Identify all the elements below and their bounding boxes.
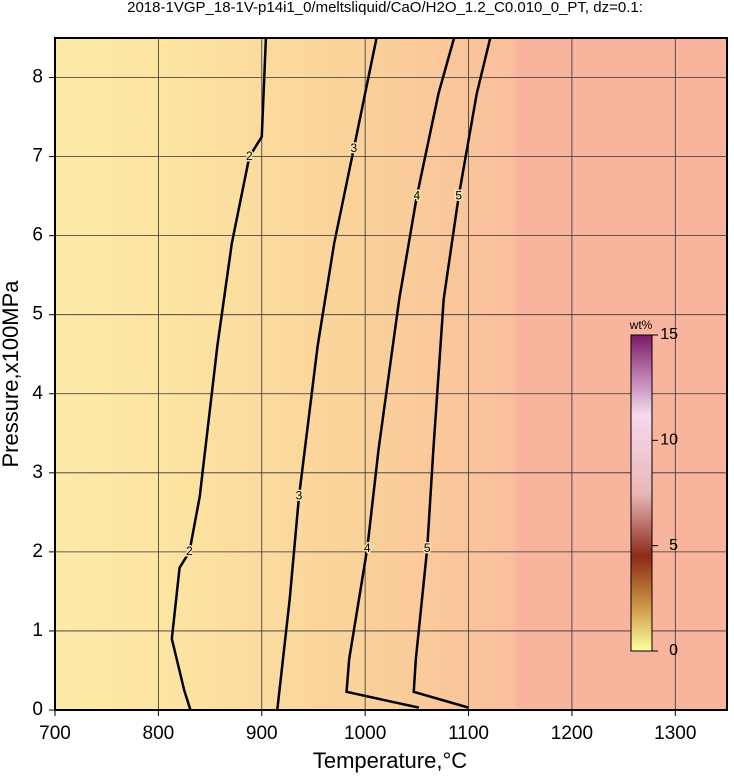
x-tick-label: 1300	[654, 723, 696, 744]
x-tick-label: 1200	[551, 723, 593, 744]
y-tick-label: 1	[32, 620, 43, 641]
contour-label: 3	[350, 141, 357, 155]
plot-layer: 2 2 3 3 4 4 5 5	[54, 37, 727, 711]
x-tick-label: 800	[143, 723, 175, 744]
y-tick-label: 2	[32, 541, 43, 562]
colorbar-tick-label: 0	[669, 642, 678, 659]
colorbar-tick-label: 10	[660, 432, 678, 449]
x-tick-label: 1100	[448, 723, 489, 744]
y-tick-label: 7	[32, 146, 43, 167]
x-tick-label: 1000	[344, 723, 386, 744]
colorbar-label: wt%	[629, 318, 653, 332]
contour-line	[276, 37, 378, 711]
colorbar-tick-label: 5	[669, 537, 678, 554]
contour-label: 5	[424, 541, 431, 555]
plot-background	[55, 38, 727, 710]
contour-label: 5	[455, 188, 462, 202]
plot-frame	[54, 37, 728, 711]
contour-label: 2	[246, 149, 253, 163]
y-tick-label: 6	[32, 225, 43, 246]
contour-line	[412, 37, 492, 709]
x-tick-label: 900	[246, 723, 278, 744]
y-axis-label: Pressure,x100MPa	[0, 280, 23, 468]
colorbar	[630, 334, 653, 652]
contour-label: 4	[414, 188, 421, 202]
contour-line	[170, 37, 268, 711]
contour-label: 4	[364, 541, 371, 555]
y-tick-label: 4	[32, 383, 43, 404]
contour-label: 3	[296, 489, 303, 503]
contour-line	[345, 37, 456, 709]
chart-title: 2018-1VGP_18-1V-p14i1_0/meltsliquid/CaO/…	[127, 0, 643, 16]
y-tick-label: 8	[32, 67, 43, 88]
colorbar-tick-label: 15	[660, 326, 678, 343]
contour-label: 2	[186, 544, 193, 558]
y-tick-label: 3	[32, 462, 43, 483]
y-tick-label: 5	[32, 304, 43, 325]
y-tick-label: 0	[32, 699, 43, 720]
x-axis-label: Temperature,°C	[313, 748, 467, 773]
x-tick-label: 700	[39, 723, 71, 744]
